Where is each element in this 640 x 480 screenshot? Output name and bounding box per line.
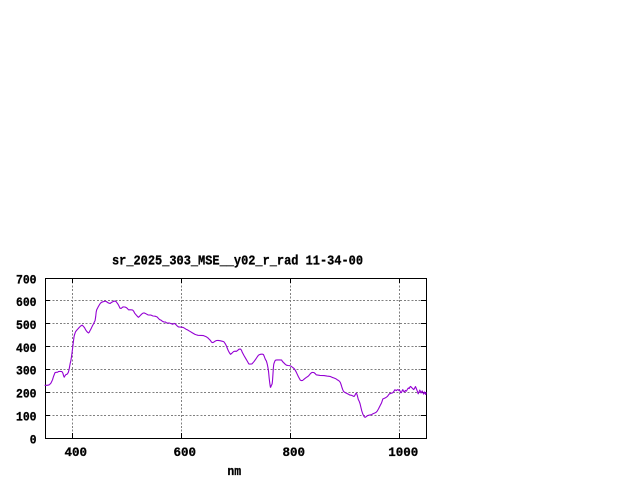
- svg-text:400: 400: [65, 445, 88, 460]
- svg-text:400: 400: [16, 341, 37, 356]
- svg-text:600: 600: [174, 445, 197, 460]
- svg-text:300: 300: [16, 364, 37, 379]
- svg-text:0: 0: [30, 432, 37, 447]
- svg-text:100: 100: [16, 410, 37, 425]
- svg-text:200: 200: [16, 387, 37, 402]
- svg-text:nm: nm: [227, 464, 241, 479]
- svg-text:800: 800: [283, 445, 306, 460]
- svg-text:600: 600: [16, 295, 37, 310]
- svg-text:1000: 1000: [388, 445, 418, 460]
- svg-text:500: 500: [16, 318, 37, 333]
- svg-text:sr_2025_303_MSE__y02_r_rad 11-: sr_2025_303_MSE__y02_r_rad 11-34-00: [112, 254, 363, 270]
- svg-text:700: 700: [16, 273, 37, 288]
